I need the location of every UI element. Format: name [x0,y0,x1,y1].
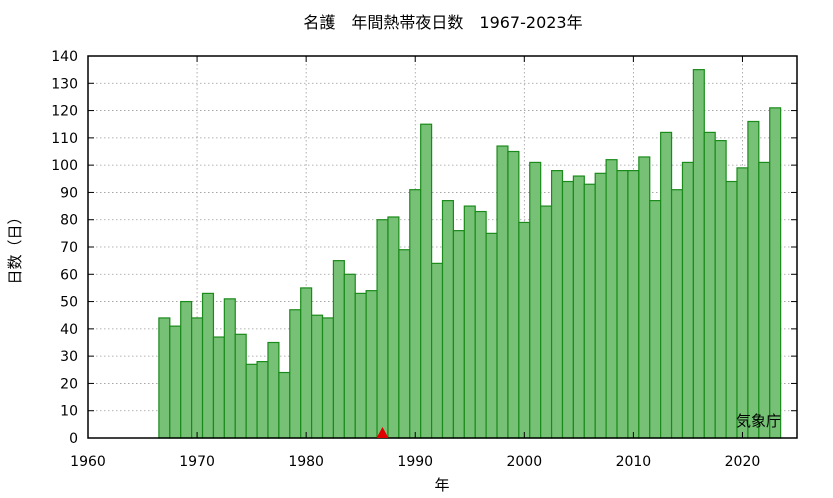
bar [343,273,356,439]
y-tick-label: 130 [51,76,78,92]
bar [430,262,444,439]
bar [201,292,215,439]
y-tick-label: 140 [51,49,78,65]
bar [420,123,433,439]
bar [441,200,455,439]
y-tick-label: 70 [60,240,78,256]
y-tick-label: 30 [60,349,78,365]
bar [638,156,651,439]
bar [245,363,258,439]
bar [714,139,727,439]
bar [540,205,553,439]
bar [529,161,542,439]
bar [452,230,465,439]
y-tick-label: 60 [60,267,78,283]
triangle-marker [376,427,389,438]
y-tick-label: 0 [69,431,78,447]
x-axis-ticks: 1960 1970 1980 1990 2000 2010 2020 [70,56,760,470]
bars [158,69,782,439]
bar [670,189,684,439]
bar [616,170,629,439]
y-tick-label: 100 [51,158,78,174]
x-tick-label: 2020 [725,454,761,470]
y-axis-label: 日数（日） [6,209,24,284]
bar [387,216,400,439]
x-tick-label: 1980 [288,454,324,470]
y-tick-label: 10 [60,404,78,420]
bar [681,161,694,439]
bar [605,159,618,439]
bar [223,298,236,439]
y-axis-ticks: 0 10 20 30 40 50 60 70 80 90 100 110 120 130 140 [51,49,797,447]
bar [550,170,564,439]
bar [572,175,585,439]
x-axis-label: 年 [434,476,449,494]
x-tick-label: 2000 [506,454,542,470]
bar [212,336,225,439]
bar [289,309,302,439]
bar [594,172,607,439]
bar [332,260,345,439]
bar [256,361,269,439]
x-tick-label: 1990 [397,454,433,470]
bar [354,292,367,439]
bar [191,317,204,439]
bar [474,210,487,439]
y-tick-label: 120 [51,104,78,120]
marker-layer [376,427,389,438]
y-tick-label: 20 [60,376,78,392]
bar [321,317,335,439]
y-tick-label: 110 [51,131,78,147]
bar [747,120,760,439]
bar [376,219,389,439]
bar [561,180,574,439]
bar [485,232,498,439]
bar [736,167,749,439]
y-tick-label: 90 [60,185,78,201]
bar [758,161,771,439]
bar [660,131,673,439]
bar [703,131,716,439]
bar [463,205,476,439]
bar [627,170,640,439]
bar [267,341,280,439]
y-tick-label: 50 [60,295,78,311]
bar [583,183,596,439]
bar [278,371,291,439]
bar [409,189,422,439]
bar [234,333,247,439]
chart-title: 名護 年間熱帯夜日数 1967-2023年 [303,13,582,32]
bar [311,314,324,439]
bar [725,180,738,439]
y-tick-label: 80 [60,213,78,229]
bar [518,221,531,439]
bar [692,69,705,439]
bar [180,300,193,439]
bar [158,317,171,439]
bar [169,325,182,439]
bar [300,287,313,439]
x-tick-label: 1970 [179,454,215,470]
bar [496,145,509,439]
x-tick-label: 2010 [616,454,652,470]
bar [769,107,782,439]
y-tick-label: 40 [60,322,78,338]
bar [649,200,662,439]
bar [398,249,411,439]
bar [507,150,520,439]
x-tick-label: 1960 [70,454,106,470]
bar [365,290,378,439]
credit-label: 気象庁 [736,412,781,430]
